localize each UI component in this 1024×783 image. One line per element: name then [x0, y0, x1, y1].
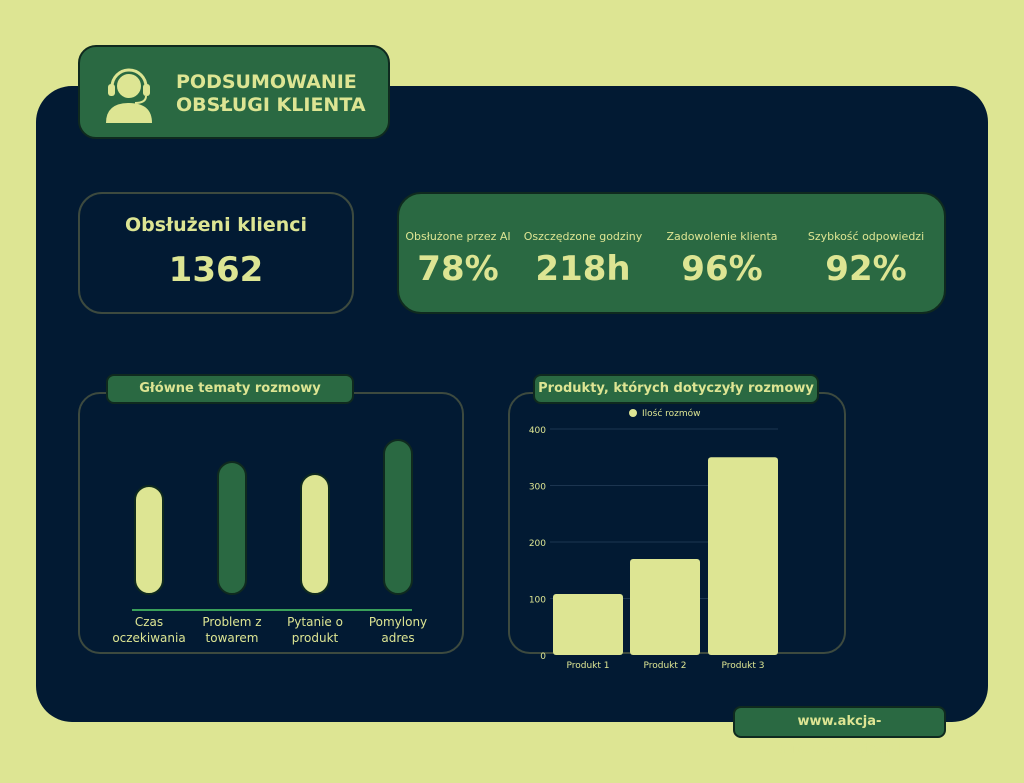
- topics-category-label: Pytanie o produkt: [287, 615, 343, 645]
- products-ytick-label: 300: [529, 483, 546, 493]
- products-ytick-label: 0: [540, 652, 546, 662]
- title-line-2: OBSŁUGI KLIENTA: [176, 94, 366, 116]
- clients-value: 1362: [168, 250, 264, 290]
- stat-speed: Szybkość odpowiedzi 92%: [799, 230, 933, 289]
- products-bar: [708, 457, 778, 655]
- page-title: PODSUMOWANIE OBSŁUGI KLIENTA: [176, 71, 386, 117]
- products-chart: 0 100 200 300 400 Ilość rozmów Produkt 1 Produk…: [529, 408, 778, 671]
- products-ytick-label: 100: [529, 596, 546, 606]
- products-title: Produkty, których dotyczyły rozmowy: [533, 374, 819, 404]
- products-bar: [630, 558, 700, 655]
- topics-category-label: Pomylony adres: [369, 615, 427, 645]
- clients-label: Obsłużeni klienci: [124, 214, 308, 236]
- title-line-1: PODSUMOWANIE: [176, 71, 357, 93]
- stat-label: Oszczędzone godziny: [523, 230, 643, 243]
- stat-hours: Oszczędzone godziny 218h: [521, 230, 645, 289]
- topics-chart: Czas oczekiwania Problem z towarem Pytanie o…: [112, 439, 427, 645]
- topics-bar: [300, 473, 330, 595]
- products-bar: [553, 593, 623, 655]
- products-category-label: Produkt 1: [566, 661, 609, 671]
- stat-value: 92%: [825, 249, 907, 289]
- topics-bar: [134, 485, 164, 595]
- products-card: 0 100 200 300 400 Ilość rozmów Produkt 1 Produk…: [508, 392, 846, 671]
- stat-label: Obsłużone przez AI: [405, 230, 511, 243]
- stat-label: Zadowolenie klienta: [666, 230, 778, 243]
- stat-ai: Obsłużone przez AI 78%: [405, 230, 511, 289]
- header-badge: PODSUMOWANIE OBSŁUGI KLIENTA: [78, 45, 390, 139]
- products-category-label: Produkt 2: [643, 661, 686, 671]
- stat-value: 96%: [681, 249, 763, 289]
- products-legend-label: Ilość rozmów: [642, 408, 701, 419]
- products-ytick-label: 200: [529, 539, 546, 549]
- products-ytick-label: 400: [529, 426, 546, 436]
- stat-value: 78%: [417, 249, 499, 289]
- footer-url[interactable]: www.akcja-automatyzajca.pl: [733, 706, 946, 757]
- stat-value: 218h: [535, 249, 631, 289]
- topics-category-label: Problem z towarem: [202, 615, 261, 645]
- stat-label: Szybkość odpowiedzi: [807, 230, 925, 243]
- clients-card: Obsłużeni klienci 1362: [78, 192, 354, 314]
- topics-bar: [383, 439, 413, 595]
- topics-title: Główne tematy rozmowy: [106, 374, 354, 404]
- topics-bar: [217, 461, 247, 595]
- stats-card: Obsłużone przez AI 78% Oszczędzone godzi…: [397, 192, 946, 314]
- topics-card: Czas oczekiwania Problem z towarem Pytanie o…: [78, 392, 464, 654]
- products-category-label: Produkt 3: [721, 661, 764, 671]
- customer-service-icon: [106, 68, 152, 123]
- topics-category-label: Czas oczekiwania: [112, 615, 185, 645]
- stat-satisfaction: Zadowolenie klienta 96%: [661, 230, 783, 289]
- products-legend-marker: [629, 409, 637, 417]
